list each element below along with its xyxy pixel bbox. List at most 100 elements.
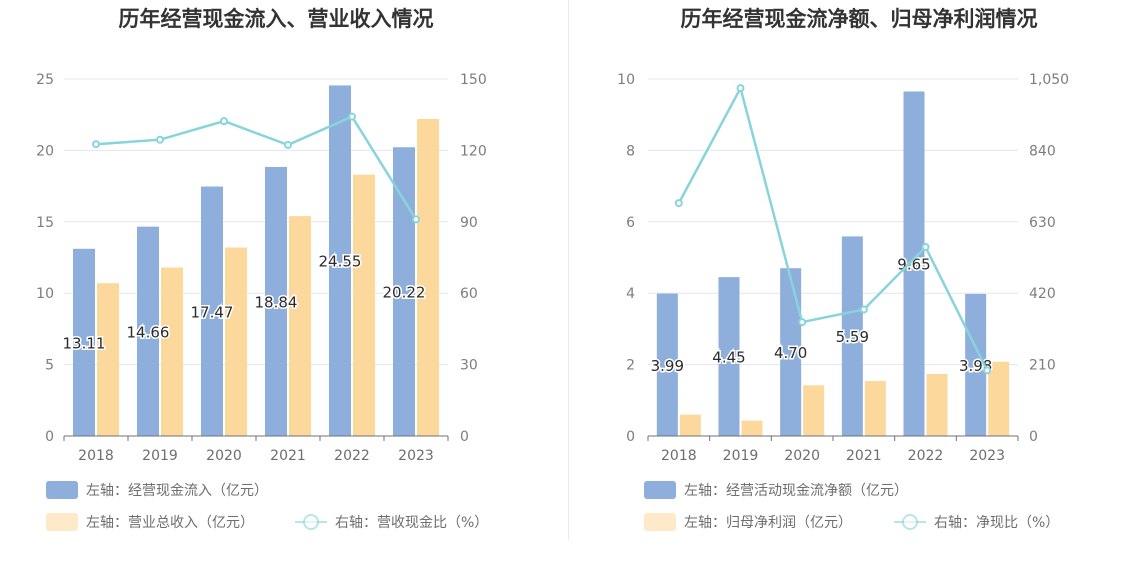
bar-secondary (353, 174, 375, 436)
legend-swatch (644, 481, 676, 499)
legend-label: 左轴：归母净利润（亿元） (684, 514, 852, 531)
data-label: 17.47 (191, 303, 234, 321)
left-axis-tick: 10 (617, 72, 635, 88)
left-axis-tick: 20 (36, 143, 54, 159)
x-axis-tick: 2019 (142, 448, 178, 464)
left-axis-tick: 4 (626, 286, 635, 302)
chart-title: 历年经营现金流入、营业收入情况 (119, 7, 434, 31)
right-axis-tick: 150 (460, 72, 487, 88)
left-axis-tick: 15 (36, 215, 54, 231)
data-label: 14.66 (127, 323, 170, 341)
x-axis-tick: 2018 (661, 448, 697, 464)
bar-secondary (161, 267, 183, 436)
x-axis-tick: 2023 (398, 448, 434, 464)
bar-secondary (926, 373, 948, 436)
data-label: 20.22 (383, 284, 426, 302)
chart-title: 历年经营现金流净额、归母净利润情况 (681, 7, 1038, 31)
ratio-point (798, 318, 807, 327)
bar-primary (965, 293, 987, 436)
chart-cash-inflow-revenue: 历年经营现金流入、营业收入情况 0 5 10 15 20 25 0 30 60 90 120 150 2… (36, 7, 488, 531)
legend-swatch (303, 514, 319, 530)
ratio-point (92, 140, 100, 149)
bar-secondary (803, 385, 825, 436)
ratio-line (677, 84, 989, 371)
legend-swatch (644, 513, 676, 531)
x-axis-tick: 2022 (334, 448, 370, 464)
chart-net-cash-flow-profit: 历年经营现金流净额、归母净利润情况 0 2 4 6 8 10 0 210 420 630 840 1,… (617, 7, 1069, 531)
bar-secondary (679, 414, 701, 436)
bar-primary (656, 293, 678, 436)
right-axis-tick: 1,050 (1029, 72, 1069, 88)
left-axis-tick: 25 (36, 72, 54, 88)
data-label: 9.65 (897, 256, 930, 274)
data-label: 4.70 (774, 344, 807, 362)
legend-swatch (46, 513, 78, 531)
ratio-point (412, 215, 420, 224)
bar-secondary (741, 420, 763, 436)
right-axis-tick: 120 (460, 143, 487, 159)
bar-secondary (864, 381, 886, 436)
legend-label: 左轴：经营现金流入（亿元） (86, 483, 268, 499)
bar-secondary (417, 118, 439, 436)
bar-primary (329, 85, 351, 437)
bar-primary (903, 91, 925, 437)
panel-divider (568, 0, 569, 540)
data-label: 5.59 (836, 328, 869, 346)
bar-primary (718, 277, 740, 436)
ratio-point (220, 117, 228, 126)
right-axis-tick: 630 (1029, 215, 1056, 231)
right-axis-tick: 210 (1029, 358, 1056, 374)
ratio-point (983, 366, 992, 375)
x-axis-tick: 2023 (969, 448, 1005, 464)
data-label: 13.11 (63, 334, 106, 352)
x-axis-tick: 2022 (908, 448, 944, 464)
ratio-point (921, 242, 930, 251)
ratio-point (736, 84, 745, 93)
legend-label: 左轴：经营活动现金流净额（亿元） (684, 483, 908, 499)
ratio-line (95, 115, 418, 221)
x-axis-tick: 2021 (846, 448, 882, 464)
bar-primary (780, 268, 802, 436)
left-axis-tick: 2 (626, 358, 635, 374)
bar-secondary (225, 247, 247, 436)
data-label: 18.84 (255, 293, 298, 311)
left-axis-tick: 0 (45, 429, 54, 445)
data-label: 3.99 (651, 357, 684, 375)
bar-secondary (97, 283, 119, 436)
x-axis-tick: 2018 (78, 448, 114, 464)
bar-primary (393, 147, 415, 436)
right-axis-tick: 0 (460, 429, 469, 445)
left-axis-tick: 6 (626, 215, 635, 231)
x-axis-tick: 2020 (206, 448, 242, 464)
x-axis-tick: 2019 (723, 448, 759, 464)
legend-label: 右轴：营收现金比（%） (335, 515, 488, 531)
bar-primary (841, 236, 863, 436)
left-axis-tick: 8 (626, 143, 635, 159)
data-label: 4.45 (712, 349, 745, 367)
legend-swatch (902, 514, 918, 530)
right-axis-tick: 90 (460, 215, 478, 231)
bar-primary (73, 248, 95, 436)
data-label: 24.55 (319, 253, 362, 271)
x-axis-tick: 2020 (784, 448, 820, 464)
left-axis-tick: 10 (36, 286, 54, 302)
bar-primary (137, 226, 159, 436)
bar-primary (201, 186, 223, 436)
bar-primary (265, 166, 287, 437)
ratio-point (859, 305, 868, 314)
ratio-point (284, 140, 292, 149)
bar-secondary (289, 216, 311, 436)
ratio-point (348, 112, 356, 121)
left-axis-tick: 5 (45, 358, 54, 374)
left-axis-tick: 0 (626, 429, 635, 445)
right-axis-tick: 840 (1029, 143, 1056, 159)
right-axis-tick: 60 (460, 286, 478, 302)
ratio-point (156, 135, 164, 144)
bar-secondary (988, 361, 1010, 436)
legend-label: 右轴：净现比（%） (934, 515, 1059, 531)
x-axis-tick: 2021 (270, 448, 306, 464)
right-axis-tick: 30 (460, 358, 478, 374)
right-axis-tick: 420 (1029, 286, 1056, 302)
right-axis-tick: 0 (1029, 429, 1038, 445)
